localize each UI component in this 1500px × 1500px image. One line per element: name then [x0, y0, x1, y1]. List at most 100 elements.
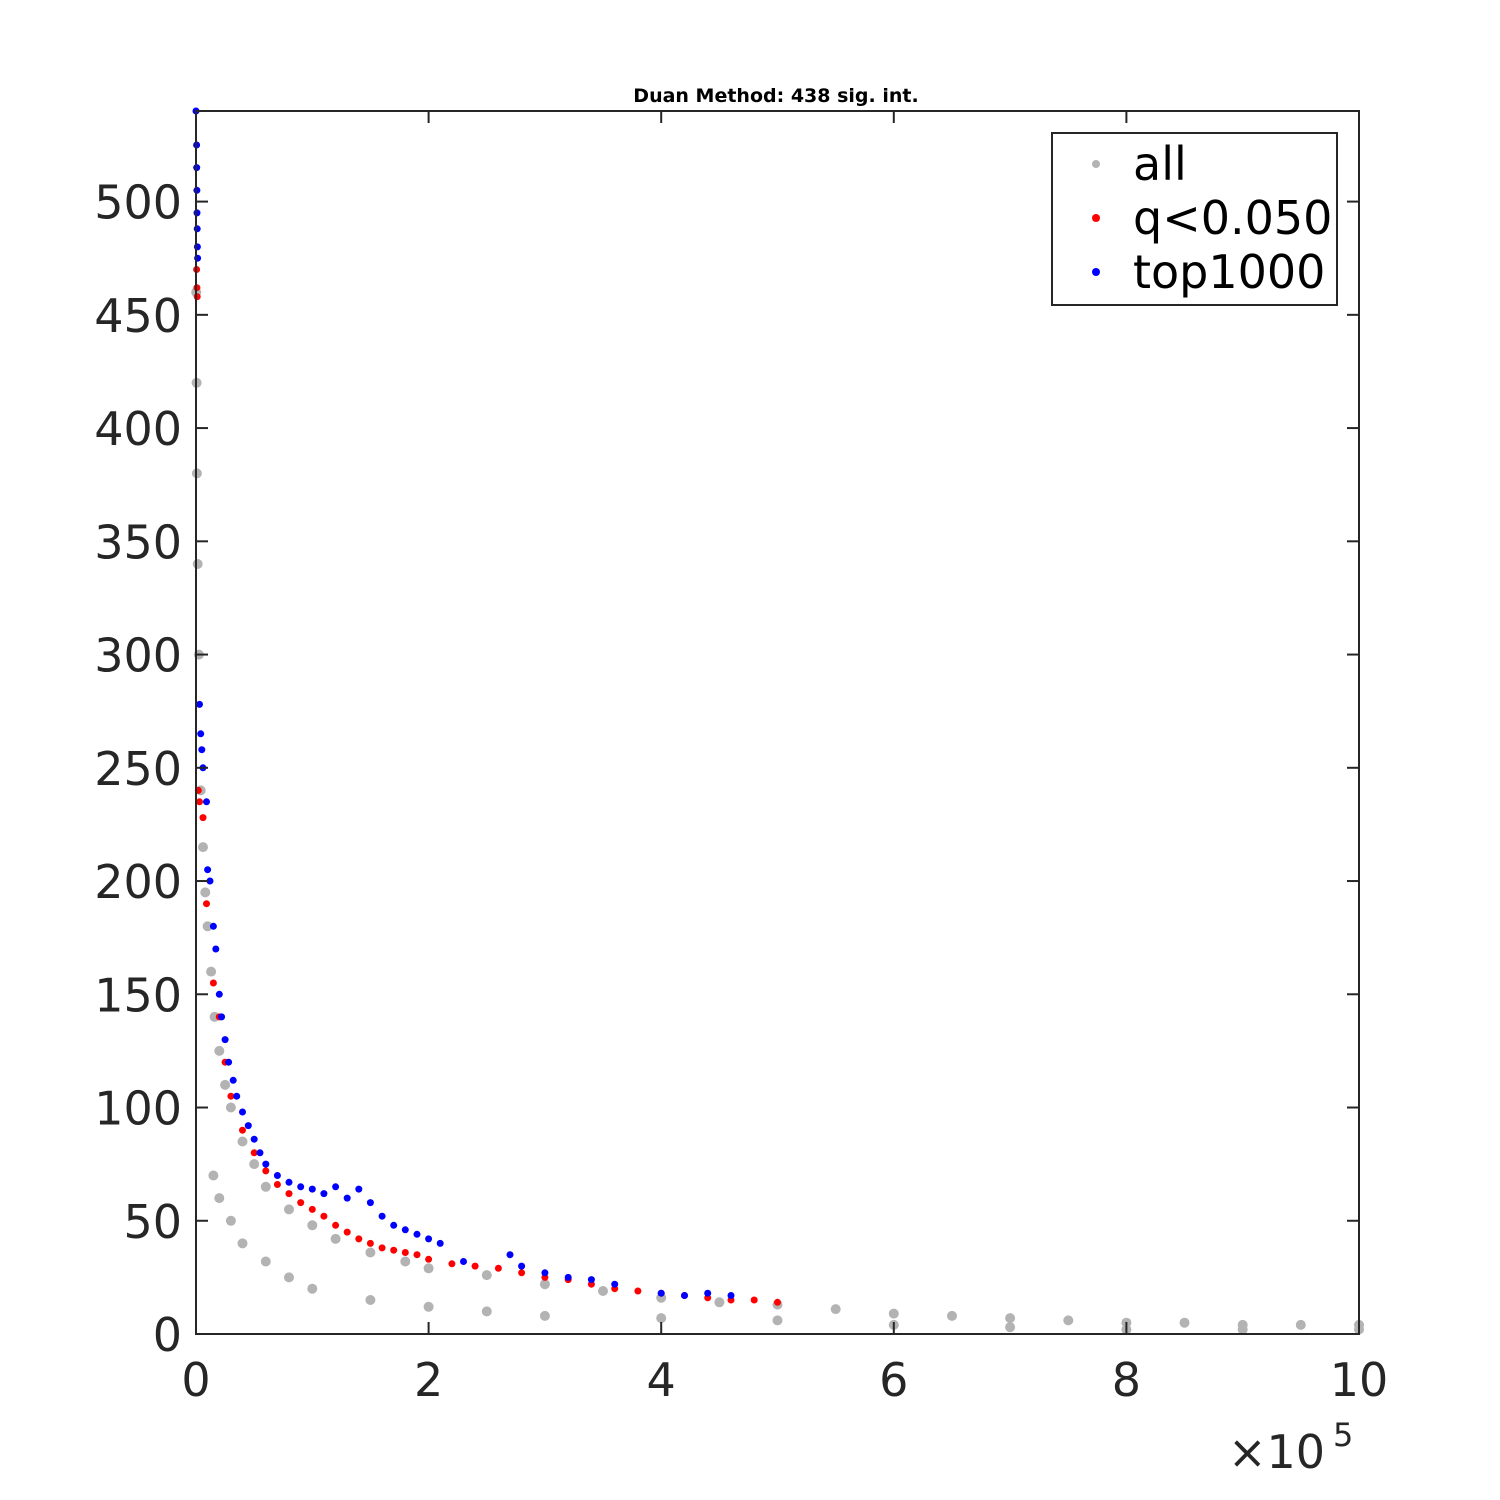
data-point [221, 1036, 229, 1044]
data-point [714, 1297, 725, 1308]
data-point [390, 1246, 398, 1254]
data-point [564, 1273, 572, 1281]
data-point [425, 1235, 433, 1243]
data-point [262, 1167, 270, 1175]
data-point [506, 1251, 514, 1259]
data-point [1179, 1317, 1190, 1328]
y-tick-label: 0 [153, 1308, 182, 1362]
data-point [413, 1251, 421, 1259]
data-point [233, 1092, 241, 1100]
y-tick-label: 250 [94, 742, 182, 796]
data-point [237, 1238, 248, 1249]
data-point [199, 814, 207, 822]
data-point [215, 990, 223, 998]
data-point [365, 1295, 376, 1305]
data-point [308, 1205, 316, 1213]
data-point [214, 1045, 225, 1056]
data-point [229, 1076, 237, 1084]
plot-frame [195, 110, 1360, 1335]
data-point [423, 1301, 434, 1312]
chart-title: Duan Method: 438 sig. int. [633, 85, 918, 107]
data-point [423, 1263, 434, 1274]
data-point [355, 1185, 363, 1193]
data-point [656, 1313, 667, 1324]
data-point [250, 1149, 258, 1157]
data-point [192, 559, 203, 569]
data-point [203, 798, 210, 806]
data-point [772, 1315, 783, 1326]
data-point [539, 1279, 550, 1290]
data-point [284, 1272, 294, 1283]
data-point [436, 1239, 444, 1247]
y-tick-label: 300 [94, 629, 182, 683]
y-tick-label: 350 [94, 515, 182, 569]
x-tick-label: 4 [647, 1353, 676, 1407]
data-point [193, 225, 201, 233]
data-point [494, 1264, 502, 1272]
y-tick-label: 50 [123, 1195, 182, 1249]
data-point [320, 1212, 328, 1220]
data-point [634, 1287, 642, 1295]
legend-label-top1000: top1000 [1133, 245, 1325, 299]
data-point [297, 1199, 305, 1207]
data-point [196, 798, 203, 806]
data-point [285, 1178, 293, 1186]
data-point [250, 1135, 258, 1143]
data-point [401, 1226, 409, 1234]
data-point [539, 1310, 550, 1321]
series-2 [192, 107, 735, 1299]
data-point [208, 1170, 219, 1181]
data-point [378, 1244, 386, 1252]
data-point [297, 1183, 305, 1191]
data-point [888, 1308, 899, 1319]
data-point [448, 1260, 456, 1268]
legend-marker-top1000 [1092, 268, 1100, 276]
data-point [774, 1298, 781, 1306]
y-tick-label: 400 [94, 402, 182, 456]
data-point [273, 1172, 281, 1179]
y-tick-label: 150 [94, 968, 182, 1022]
data-point [256, 1149, 264, 1157]
legend-label-q: q<0.050 [1133, 191, 1332, 245]
x-tick-label: 10 [1330, 1353, 1389, 1407]
data-point [200, 887, 211, 898]
data-point [284, 1204, 294, 1215]
data-point [681, 1292, 688, 1299]
data-point [206, 966, 217, 977]
data-point [704, 1289, 712, 1297]
data-point [209, 979, 217, 987]
legend-label-all: all [1133, 137, 1187, 191]
data-point [198, 746, 206, 754]
x-tick-label: 2 [414, 1353, 443, 1407]
data-point [307, 1220, 318, 1231]
y-tick-label: 450 [94, 289, 182, 343]
data-point [193, 243, 201, 251]
x-exponent-label: ×10 5 [1228, 1416, 1353, 1479]
data-point [206, 877, 214, 885]
data-point [204, 866, 212, 874]
data-point [227, 1092, 235, 1100]
data-point [378, 1212, 386, 1220]
data-point [260, 1256, 271, 1267]
data-point [1063, 1315, 1074, 1326]
data-point [343, 1194, 351, 1202]
data-point [413, 1230, 421, 1238]
y-tick-label: 100 [94, 1082, 182, 1136]
legend-marker-q [1092, 214, 1100, 222]
data-point [209, 922, 217, 930]
data-point [260, 1181, 271, 1192]
data-point [343, 1228, 351, 1236]
data-point [193, 293, 201, 301]
y-tick-label: 500 [94, 176, 182, 230]
data-point [1005, 1322, 1016, 1333]
data-point [225, 1102, 236, 1113]
data-point [196, 700, 203, 708]
data-point [400, 1256, 411, 1267]
data-point [218, 1013, 226, 1021]
data-point [518, 1269, 526, 1277]
data-point [320, 1190, 328, 1198]
data-point [750, 1296, 758, 1304]
data-point [425, 1255, 433, 1263]
data-point [657, 1289, 665, 1297]
